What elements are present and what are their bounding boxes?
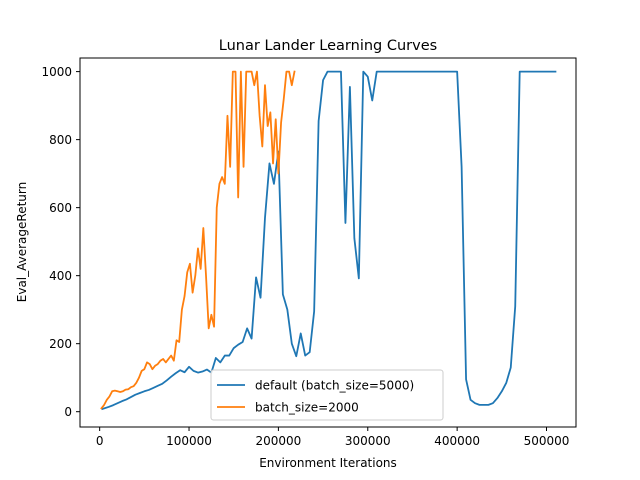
y-axis: 0 200 400 600 800 1000: [41, 65, 80, 419]
chart-title: Lunar Lander Learning Curves: [219, 38, 437, 54]
y-tick-label: 1000: [41, 65, 72, 79]
legend-label-1: default (batch_size=5000): [255, 379, 414, 393]
series-line-1: [101, 70, 557, 411]
legend-label-2: batch_size=2000: [255, 401, 359, 415]
x-tick-label: 0: [96, 434, 104, 448]
series-line-2: [100, 70, 296, 410]
legend: default (batch_size=5000) batch_size=2000: [210, 369, 444, 421]
y-tick-label: 400: [49, 269, 72, 283]
plot-area: [100, 70, 557, 411]
plot-frame: [79, 57, 577, 428]
x-tick-label: 500000: [524, 434, 570, 448]
y-tick-label: 200: [49, 337, 72, 351]
x-axis: 0 100000 200000 300000 400000 500000: [96, 427, 570, 448]
x-tick-label: 200000: [255, 434, 301, 448]
legend-frame: [210, 369, 444, 421]
y-tick-label: 800: [49, 133, 72, 147]
y-tick-label: 0: [64, 405, 72, 419]
x-tick-label: 400000: [434, 434, 480, 448]
y-axis-label: Eval_AverageReturn: [15, 182, 29, 302]
y-tick-label: 600: [49, 201, 72, 215]
x-tick-label: 100000: [166, 434, 212, 448]
x-tick-label: 300000: [345, 434, 391, 448]
x-axis-label: Environment Iterations: [259, 456, 397, 470]
